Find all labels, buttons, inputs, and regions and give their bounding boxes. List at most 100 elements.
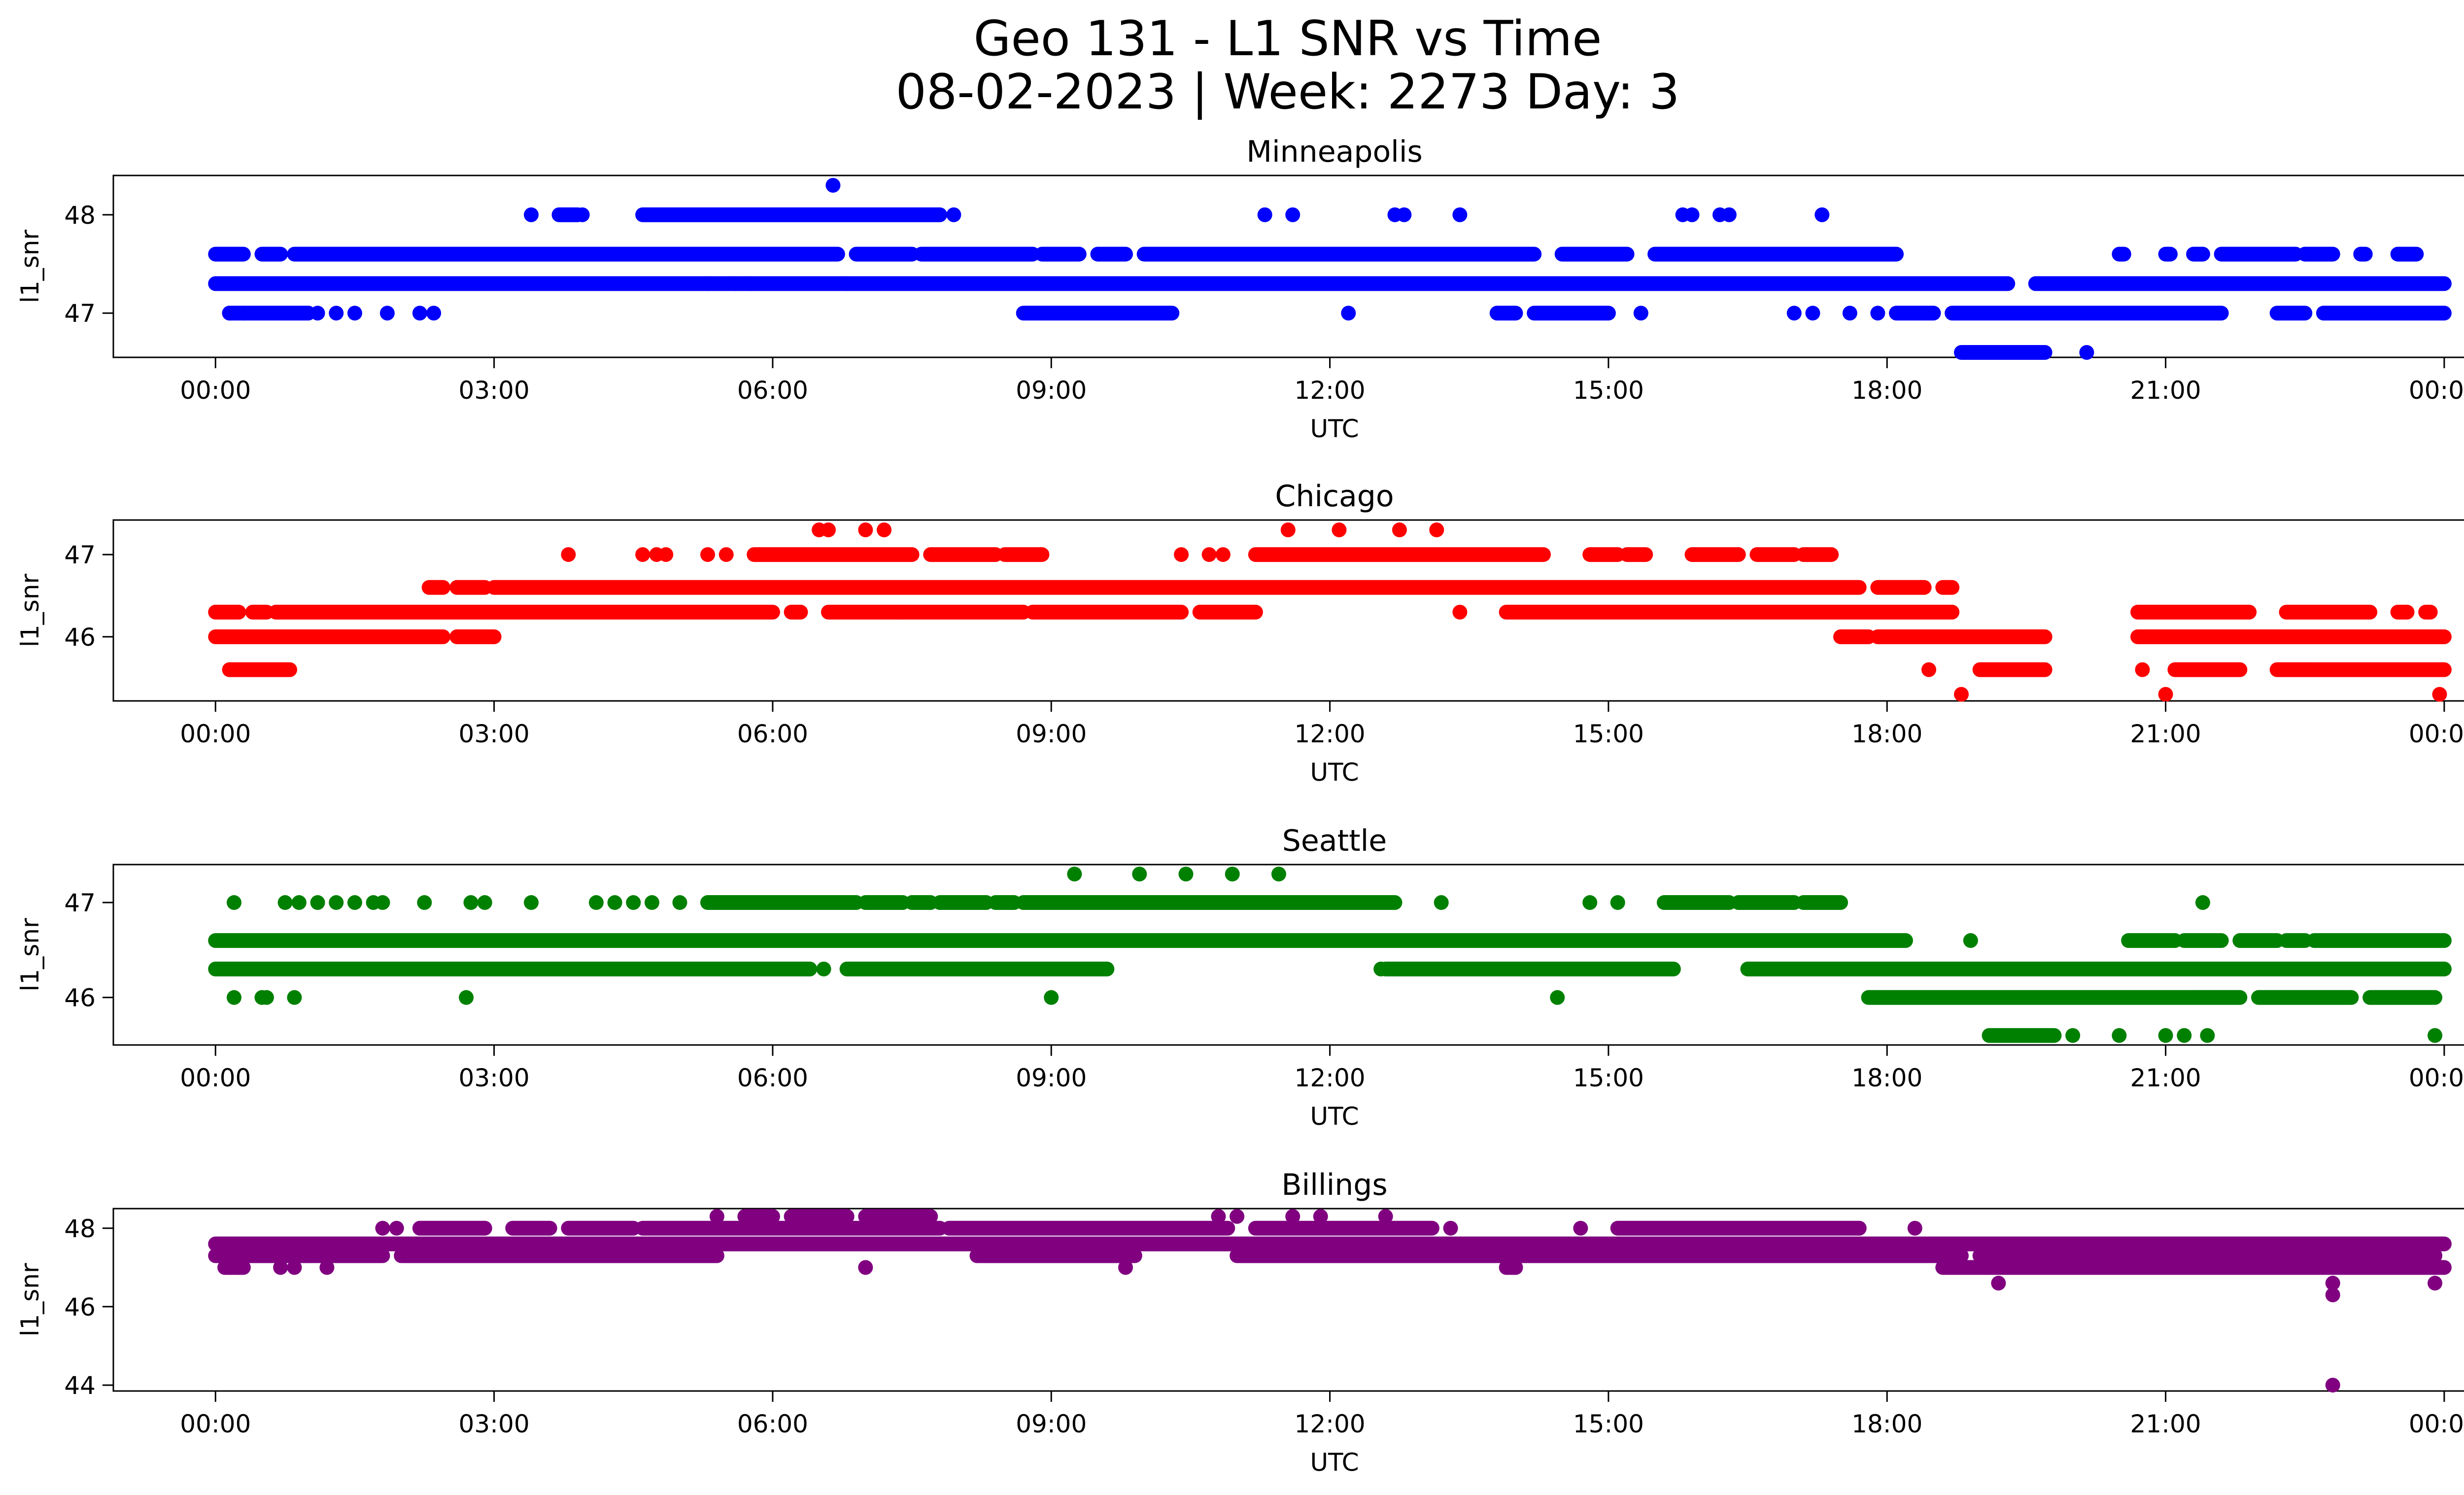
data-point (2158, 687, 2173, 702)
data-point (858, 1260, 873, 1275)
data-point (226, 895, 241, 910)
data-point (1573, 1220, 1588, 1236)
data-point (672, 895, 687, 910)
data-point (788, 604, 804, 620)
panel-title: Chicago (1275, 479, 1394, 514)
x-tick-label: 15:00 (1573, 720, 1644, 748)
x-axis-label: UTC (1310, 1448, 1359, 1477)
y-tick-label: 46 (64, 1293, 96, 1321)
data-point (2325, 1276, 2340, 1291)
data-point (347, 306, 362, 321)
data-point (858, 522, 873, 538)
data-point (310, 895, 325, 910)
x-tick-label: 06:00 (737, 1064, 808, 1092)
data-point (1178, 867, 1194, 882)
data-point (2432, 687, 2447, 702)
y-tick-label: 48 (64, 201, 96, 230)
data-point (1452, 604, 1468, 620)
data-point (2158, 1028, 2173, 1043)
x-tick-label: 00:00 (180, 1410, 251, 1438)
data-point (2112, 1028, 2127, 1043)
data-point (389, 1220, 404, 1236)
data-point (412, 306, 427, 321)
data-point (1257, 207, 1272, 222)
panel-title: Billings (1281, 1168, 1387, 1202)
x-tick-label: 00:00 (180, 376, 251, 405)
data-point (709, 1209, 724, 1224)
data-point (226, 990, 241, 1005)
data-point (1805, 306, 1820, 321)
data-point (1814, 207, 1830, 222)
x-tick-label: 18:00 (1851, 376, 1922, 405)
y-tick-label: 48 (64, 1215, 96, 1243)
figure-title: Geo 131 - L1 SNR vs Time (973, 11, 1602, 67)
y-axis-label: l1_snr (16, 1263, 44, 1336)
data-point (1434, 895, 1449, 910)
data-point (561, 547, 576, 562)
data-point (1067, 867, 1082, 882)
data-point (1044, 990, 1059, 1005)
data-point (463, 895, 479, 910)
figure-subtitle: 08-02-2023 | Week: 2273 Day: 3 (895, 64, 1680, 120)
data-point (1225, 867, 1240, 882)
y-tick-label: 47 (64, 299, 96, 328)
data-point (946, 207, 961, 222)
data-point (1230, 1209, 1245, 1224)
data-point (379, 306, 395, 321)
data-point (2135, 662, 2150, 677)
x-tick-label: 09:00 (1016, 720, 1087, 748)
data-point (1341, 306, 1356, 321)
data-point (1373, 961, 1389, 976)
data-points (208, 177, 2452, 360)
data-point (719, 547, 734, 562)
data-point (1452, 207, 1468, 222)
data-point (1991, 1276, 2006, 1291)
data-point (1508, 1260, 1523, 1275)
data-point (1870, 306, 1885, 321)
x-axis-label: UTC (1310, 415, 1359, 443)
data-point (426, 306, 442, 321)
data-point (236, 306, 251, 321)
data-point (2428, 1276, 2443, 1291)
data-point (825, 177, 841, 193)
x-tick-label: 12:00 (1295, 1410, 1366, 1438)
data-point (1332, 522, 1347, 538)
x-tick-label: 12:00 (1295, 720, 1366, 748)
data-point (728, 276, 743, 291)
data-point (1132, 867, 1147, 882)
x-tick-label: 12:00 (1295, 1064, 1366, 1092)
x-tick-label: 00:00 (2409, 376, 2464, 405)
panel-minneapolis: 00:00 03:00 06:00 09:00 12:00 15:00 18:00 21:00… (16, 135, 2464, 443)
data-point (259, 990, 274, 1005)
x-tick-label: 03:00 (459, 720, 530, 748)
x-tick-label: 21:00 (2130, 376, 2201, 405)
data-point (287, 1260, 302, 1275)
y-tick-label: 47 (64, 889, 96, 917)
data-point (644, 895, 659, 910)
data-point (700, 276, 716, 291)
data-point (459, 990, 474, 1005)
data-point (1429, 522, 1444, 538)
data-point (1842, 306, 1857, 321)
data-point (1610, 895, 1625, 910)
data-points (208, 522, 2452, 702)
x-axis-label: UTC (1310, 758, 1359, 787)
data-point (821, 522, 836, 538)
plot-area-frame (112, 1208, 2464, 1392)
x-tick-label: 09:00 (1016, 376, 1087, 405)
data-point (635, 547, 650, 562)
data-point (1285, 207, 1300, 222)
x-tick-label: 03:00 (459, 376, 530, 405)
x-tick-label: 00:00 (2409, 1064, 2464, 1092)
data-point (273, 1260, 288, 1275)
data-point (2065, 1028, 2081, 1043)
plot-area-frame (112, 864, 2464, 1046)
data-point (291, 895, 307, 910)
y-tick-label: 46 (64, 623, 96, 652)
data-point (277, 895, 293, 910)
data-points (208, 867, 2452, 1043)
data-point (1280, 522, 1296, 538)
data-point (2079, 345, 2094, 360)
x-tick-label: 00:00 (180, 1064, 251, 1092)
panel-chicago: 00:00 03:00 06:00 09:00 12:00 15:00 18:00 21:00… (16, 479, 2464, 787)
